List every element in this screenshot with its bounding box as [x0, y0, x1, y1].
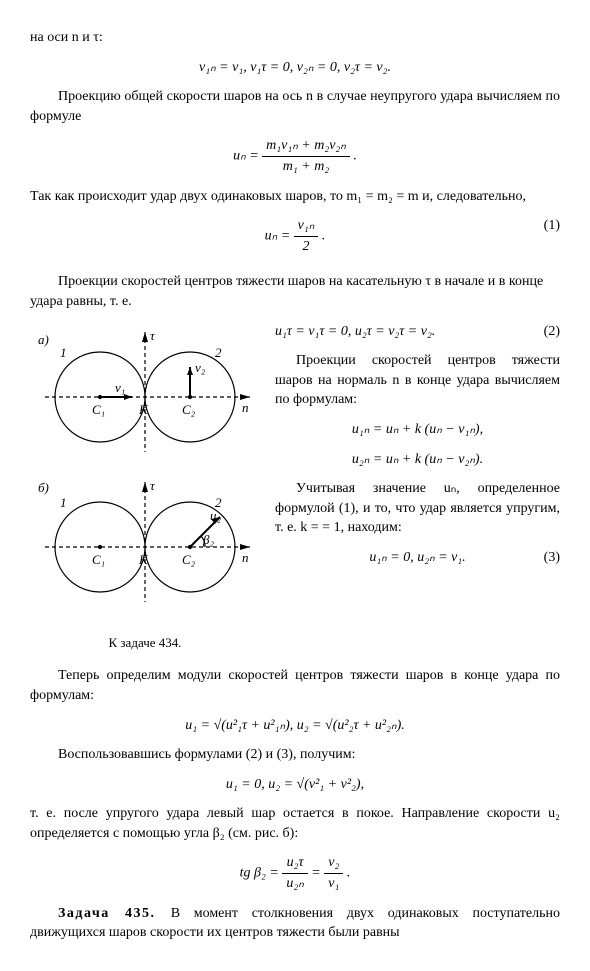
problem-number: Задача 435. — [58, 906, 171, 921]
svg-text:1: 1 — [60, 495, 67, 510]
svg-text:v₁: v₁ — [115, 380, 125, 395]
para-9: т. е. после упругого удара левый шар ост… — [30, 804, 560, 843]
svg-text:β₂: β₂ — [202, 532, 214, 547]
equation-2: uₙ = m₁v₁ₙ + m₂v₂ₙ m₁ + m₂ . — [30, 136, 560, 176]
equation-1: v₁ₙ = v₁, v₁τ = 0, v₂ₙ = 0, v₂τ = v₂. — [30, 58, 560, 78]
equation-7: u₁ = √(u²₁τ + u²₁ₙ), u₂ = √(u²₂τ + u²₂ₙ)… — [30, 716, 560, 736]
equation-4: u₁τ = v₁τ = 0, u₂τ = v₂τ = v₂. (2) — [30, 322, 560, 342]
para-4-lead: Проекции скоростей центров тяжести шаров… — [30, 272, 560, 311]
svg-text:C₂: C₂ — [182, 402, 196, 417]
svg-text:u₂: u₂ — [210, 508, 222, 523]
svg-text:б): б) — [38, 480, 49, 495]
para-3: Так как происходит удар двух одинаковых … — [30, 187, 560, 207]
para-2: Проекцию общей скорости шаров на ось n в… — [30, 87, 560, 126]
svg-text:v₂: v₂ — [195, 360, 206, 375]
equation-5a: u₁ₙ = uₙ + k (uₙ − v₁ₙ), — [30, 420, 560, 440]
equation-8: u₁ = 0, u₂ = √(v²₁ + v²₂), — [30, 775, 560, 795]
equation-6: u₁ₙ = 0, u₂ₙ = v₁. (3) — [30, 548, 560, 568]
figure-caption: К задаче 434. — [30, 634, 260, 652]
svg-text:C₁: C₁ — [92, 402, 105, 417]
equation-5b: u₂ₙ = uₙ + k (uₙ − v₂ₙ). — [30, 450, 560, 470]
para-10: Задача 435. В момент столкновения двух о… — [30, 904, 560, 943]
equation-3: uₙ = v₁ₙ 2 . (1) — [30, 216, 560, 256]
svg-text:τ: τ — [150, 478, 156, 493]
svg-text:n: n — [242, 400, 249, 415]
para-8: Воспользовавшись формулами (2) и (3), по… — [30, 745, 560, 765]
para-7: Теперь определим модули скоростей центро… — [30, 666, 560, 705]
svg-text:2: 2 — [215, 345, 222, 360]
svg-text:K: K — [138, 402, 149, 417]
figure-434: a) 1 2 τ n v₁ v₂ C₁ C₂ K б) 1 2 τ n u₂ β… — [30, 322, 260, 653]
svg-text:1: 1 — [60, 345, 67, 360]
intro-line: на оси n и τ: — [30, 28, 560, 48]
